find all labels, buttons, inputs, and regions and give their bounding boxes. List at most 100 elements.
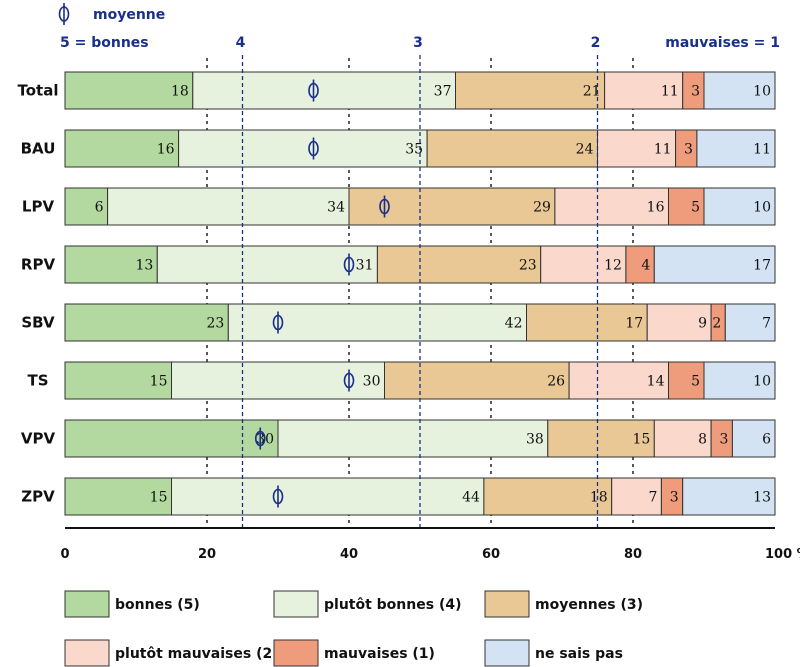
category-label: BAU bbox=[21, 140, 56, 158]
data-label: 15 bbox=[150, 374, 168, 390]
data-label: 30 bbox=[363, 374, 381, 390]
category-label: TS bbox=[27, 372, 48, 390]
bar-segment bbox=[156, 245, 378, 284]
data-label: 24 bbox=[576, 142, 594, 158]
legend-label: plutôt bonnes (4) bbox=[324, 597, 461, 613]
legend-item: plutôt mauvaises (2) bbox=[64, 639, 279, 667]
data-label: 6 bbox=[95, 200, 104, 216]
bar-segment bbox=[455, 71, 606, 110]
bar-segment bbox=[277, 419, 549, 458]
bar-segment bbox=[703, 187, 776, 226]
bar-segment bbox=[625, 245, 655, 284]
x-tick-label: 40 bbox=[340, 547, 358, 562]
data-label: 23 bbox=[519, 258, 537, 274]
bar-segment bbox=[64, 71, 194, 110]
data-label: 18 bbox=[590, 490, 608, 506]
data-label: 11 bbox=[753, 142, 771, 158]
x-tick-label: 100 % bbox=[765, 547, 800, 562]
legend-item: plutôt bonnes (4) bbox=[273, 590, 461, 618]
mean-marker bbox=[272, 311, 284, 334]
data-label: 31 bbox=[356, 258, 374, 274]
bar-segment bbox=[107, 187, 350, 226]
bar-segment bbox=[696, 129, 776, 168]
bar-segment bbox=[192, 71, 457, 110]
legend-label: bonnes (5) bbox=[115, 597, 200, 613]
data-label: 13 bbox=[753, 490, 771, 506]
mean-marker bbox=[308, 137, 319, 160]
bar-segment bbox=[171, 361, 385, 400]
mean-legend-icon bbox=[58, 3, 70, 25]
bar-segment bbox=[568, 361, 669, 400]
scale-mark-label: 4 bbox=[236, 35, 246, 51]
category-label: ZPV bbox=[21, 488, 55, 506]
bar-segment bbox=[64, 419, 279, 458]
mean-legend-label: moyenne bbox=[93, 7, 165, 23]
scale-label-right: mauvaises = 1 bbox=[665, 35, 780, 51]
bar-segment bbox=[646, 303, 712, 342]
bar-segment bbox=[384, 361, 570, 400]
data-label: 38 bbox=[526, 432, 544, 448]
bar-segment bbox=[426, 129, 598, 168]
category-label: SBV bbox=[21, 314, 55, 332]
legend-swatch bbox=[484, 639, 530, 667]
mean-marker bbox=[254, 427, 266, 450]
data-label: 23 bbox=[206, 316, 224, 332]
legend-label: moyennes (3) bbox=[535, 597, 643, 613]
bar-segment bbox=[376, 245, 542, 284]
legend-swatch bbox=[273, 639, 319, 667]
data-label: 11 bbox=[661, 84, 679, 100]
data-label: 11 bbox=[654, 142, 672, 158]
data-label: 26 bbox=[547, 374, 565, 390]
bar-segment bbox=[547, 419, 655, 458]
legend-swatch bbox=[484, 590, 530, 618]
bar-segment bbox=[724, 303, 776, 342]
category-label: Total bbox=[18, 82, 59, 100]
scale-header: moyenne 5 = bonnes mauvaises = 1 4 3 2 bbox=[58, 3, 780, 51]
data-label: 17 bbox=[625, 316, 643, 332]
data-label: 13 bbox=[135, 258, 153, 274]
legend-swatch bbox=[273, 590, 319, 618]
scale-lines bbox=[241, 55, 599, 528]
data-label: 44 bbox=[462, 490, 480, 506]
bar-segment bbox=[64, 477, 172, 516]
bar-segment bbox=[178, 129, 428, 168]
x-tick-label: 0 bbox=[60, 547, 69, 562]
bar-segment bbox=[483, 477, 613, 516]
bar-segment bbox=[348, 187, 556, 226]
data-label: 18 bbox=[171, 84, 189, 100]
legend: bonnes (5) plutôt bonnes (4) moyennes (3) p… bbox=[64, 590, 643, 667]
legend-label: ne sais pas bbox=[535, 646, 623, 662]
legend-item: ne sais pas bbox=[484, 639, 623, 667]
data-label: 15 bbox=[150, 490, 168, 506]
mean-marker bbox=[272, 485, 284, 508]
data-label: 16 bbox=[157, 142, 175, 158]
mean-marker bbox=[379, 195, 390, 218]
data-label: 3 bbox=[670, 490, 679, 506]
data-label: 35 bbox=[405, 142, 423, 158]
legend-swatch bbox=[64, 590, 110, 618]
data-label: 12 bbox=[604, 258, 622, 274]
bar-segment bbox=[64, 361, 172, 400]
x-tick-label: 60 bbox=[482, 547, 500, 562]
bar-segment bbox=[611, 477, 662, 516]
scale-mark-label: 2 bbox=[591, 35, 601, 51]
data-label: 8 bbox=[698, 432, 707, 448]
data-label: 7 bbox=[648, 490, 657, 506]
mean-marker bbox=[343, 369, 355, 392]
bar-segment bbox=[171, 477, 485, 516]
legend-item: moyennes (3) bbox=[484, 590, 643, 618]
category-label: LPV bbox=[22, 198, 55, 216]
data-label: 34 bbox=[327, 200, 345, 216]
data-label: 42 bbox=[505, 316, 523, 332]
data-label: 16 bbox=[647, 200, 665, 216]
data-label: 37 bbox=[434, 84, 452, 100]
legend-label: mauvaises (1) bbox=[324, 646, 435, 662]
bar-segment bbox=[540, 245, 627, 284]
data-label: 2 bbox=[712, 316, 721, 332]
x-tick-label: 80 bbox=[624, 547, 642, 562]
data-label: 9 bbox=[698, 316, 707, 332]
bar-segment bbox=[64, 129, 180, 168]
data-label: 3 bbox=[691, 84, 700, 100]
